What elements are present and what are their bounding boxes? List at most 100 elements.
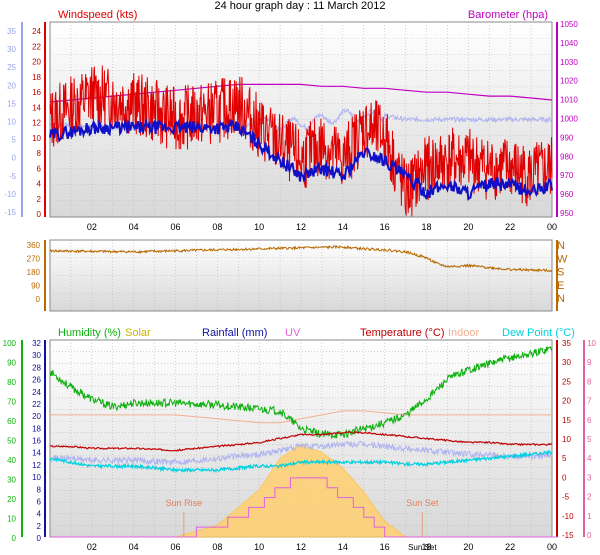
series-uv-line bbox=[50, 477, 558, 538]
series-wind-gust-line bbox=[49, 65, 553, 217]
panel3-x-tick-label: 20 bbox=[463, 542, 473, 552]
panel2-right-tick-label: N bbox=[557, 240, 565, 252]
panel3-humidity-tick-label: 50 bbox=[7, 437, 16, 446]
legend-uv: UV bbox=[285, 327, 301, 339]
panel1-outer-tick-label: 15 bbox=[7, 99, 16, 108]
panel3-humidity-tick-label: 40 bbox=[7, 456, 16, 465]
panel1-inner-tick-label: 20 bbox=[32, 58, 41, 67]
panel1-right-tick-label: 1000 bbox=[560, 115, 578, 124]
panel3-temp-tick-label: 25 bbox=[562, 377, 571, 386]
panel3-x-tick-label: 10 bbox=[254, 542, 264, 552]
panel1-inner-tick-label: 24 bbox=[32, 27, 41, 36]
panel1-x-tick-label: 10 bbox=[254, 222, 264, 232]
panel1-inner-tick-label: 18 bbox=[32, 73, 41, 82]
panel3-x-tick-label: 16 bbox=[380, 542, 390, 552]
panel3-humidity-tick-label: 90 bbox=[7, 359, 16, 368]
panel3-rain-tick-label: 18 bbox=[32, 424, 41, 433]
panel3-temp-tick-label: 15 bbox=[562, 416, 571, 425]
panel1-x-tick-label: 00 bbox=[547, 222, 557, 232]
sunrise-label: Sun Rise bbox=[166, 498, 203, 508]
panel1-inner-tick-label: 2 bbox=[37, 195, 42, 204]
series-indoor-line bbox=[50, 410, 552, 424]
panel1-right-tick-label: 950 bbox=[560, 209, 574, 218]
panel1-right-title: Barometer (hpa) bbox=[468, 9, 548, 21]
panel3-rain-tick-label: 26 bbox=[32, 376, 41, 385]
panel3-rain-tick-label: 24 bbox=[32, 388, 41, 397]
panel3-uv-tick-label: 2 bbox=[587, 493, 592, 502]
panel3-x-tick-label: 02 bbox=[87, 542, 97, 552]
panel3-uv-tick-label: 3 bbox=[587, 473, 592, 482]
series-dew-point-line bbox=[49, 449, 553, 474]
panel3-rain-tick-label: 4 bbox=[37, 510, 42, 519]
panel3-x-tick-label: 12 bbox=[296, 542, 306, 552]
chart-title: 24 hour graph day : 11 March 2012 bbox=[214, 0, 385, 12]
panel1-x-tick-label: 20 bbox=[463, 222, 473, 232]
panel1-outer-tick-label: 0 bbox=[12, 154, 17, 163]
panel3-humidity-tick-label: 60 bbox=[7, 417, 16, 426]
panel3-rain-tick-label: 6 bbox=[37, 497, 42, 506]
panel3-humidity-tick-label: 30 bbox=[7, 476, 16, 485]
legend-temperature: Temperature (°C) bbox=[360, 327, 444, 339]
sunset-label: Sun Set bbox=[406, 498, 439, 508]
panel1-inner-tick-label: 10 bbox=[32, 134, 41, 143]
panel3-uv-tick-label: 9 bbox=[587, 358, 592, 367]
legend-rainfall: Rainfall (mm) bbox=[202, 327, 267, 339]
panel3-rain-tick-label: 20 bbox=[32, 412, 41, 421]
panel2-right-tick-label: N bbox=[557, 293, 565, 305]
panel1-right-tick-label: 1050 bbox=[560, 20, 578, 29]
panel3-rain-tick-label: 12 bbox=[32, 461, 41, 470]
panel3-uv-tick-label: 0 bbox=[587, 531, 592, 540]
panel3-uv-tick-label: 7 bbox=[587, 397, 592, 406]
panel1-inner-tick-label: 0 bbox=[37, 210, 42, 219]
series-wind-direction-line bbox=[49, 245, 553, 273]
panel3-temp-tick-label: 0 bbox=[562, 473, 567, 482]
panel3-x-tick-label: 22 bbox=[505, 542, 515, 552]
panel2-right-tick-label: W bbox=[557, 253, 568, 265]
series-temperature-line bbox=[49, 431, 553, 452]
panel3-temp-tick-label: -15 bbox=[562, 531, 574, 540]
legend-dew-point: Dew Point (°C) bbox=[502, 327, 575, 339]
panel1-x-tick-label: 14 bbox=[338, 222, 348, 232]
panel3-humidity-tick-label: 70 bbox=[7, 398, 16, 407]
panel3-humidity-tick-label: 100 bbox=[3, 339, 17, 348]
panel1-right-tick-label: 1010 bbox=[560, 96, 578, 105]
panel3-temp-tick-label: 5 bbox=[562, 454, 567, 463]
panel2-left-tick-label: 270 bbox=[27, 255, 41, 264]
panel1-outer-tick-label: 5 bbox=[12, 136, 17, 145]
panel2-right-tick-label: E bbox=[557, 280, 564, 292]
panel1-x-tick-label: 18 bbox=[421, 222, 431, 232]
panel3-humidity-tick-label: 20 bbox=[7, 495, 16, 504]
panel3-temp-tick-label: -5 bbox=[562, 493, 570, 502]
panel3-rain-tick-label: 2 bbox=[37, 522, 42, 531]
panel3-x-tick-label: 06 bbox=[170, 542, 180, 552]
panel1-right-tick-label: 970 bbox=[560, 171, 574, 180]
panel1-inner-tick-label: 8 bbox=[37, 149, 42, 158]
panel3-rain-tick-label: 32 bbox=[32, 339, 41, 348]
panel3-temp-tick-label: 30 bbox=[562, 358, 571, 367]
series-barometer-line bbox=[49, 83, 553, 103]
panel1-outer-tick-label: 35 bbox=[7, 27, 16, 36]
panel1-right-tick-label: 1040 bbox=[560, 39, 578, 48]
panel3-rain-tick-label: 28 bbox=[32, 363, 41, 372]
panel2-left-tick-label: 90 bbox=[31, 282, 40, 291]
panel1-x-tick-label: 22 bbox=[505, 222, 515, 232]
panel3-x-tick-label: 18 bbox=[421, 542, 431, 552]
panel1-x-tick-label: 06 bbox=[170, 222, 180, 232]
panel3-x-tick-label: 04 bbox=[129, 542, 139, 552]
panel3-uv-tick-label: 4 bbox=[587, 454, 592, 463]
panel1-outer-tick-label: 30 bbox=[7, 45, 16, 54]
panel3-uv-tick-label: 5 bbox=[587, 435, 592, 444]
panel1-right-tick-label: 990 bbox=[560, 133, 574, 142]
panel3-rain-tick-label: 16 bbox=[32, 437, 41, 446]
panel1-right-tick-label: 1020 bbox=[560, 77, 578, 86]
panel1-outer-tick-label: -15 bbox=[4, 208, 16, 217]
panel1-x-tick-label: 02 bbox=[87, 222, 97, 232]
panel3-rain-tick-label: 14 bbox=[32, 449, 41, 458]
panel3-rain-tick-label: 10 bbox=[32, 473, 41, 482]
panel1-inner-tick-label: 6 bbox=[37, 164, 42, 173]
panel1-left-title: Windspeed (kts) bbox=[58, 9, 137, 21]
panel2-right-tick-label: S bbox=[557, 267, 564, 279]
panel1-right-tick-label: 960 bbox=[560, 190, 574, 199]
panel1-outer-tick-label: 10 bbox=[7, 118, 16, 127]
